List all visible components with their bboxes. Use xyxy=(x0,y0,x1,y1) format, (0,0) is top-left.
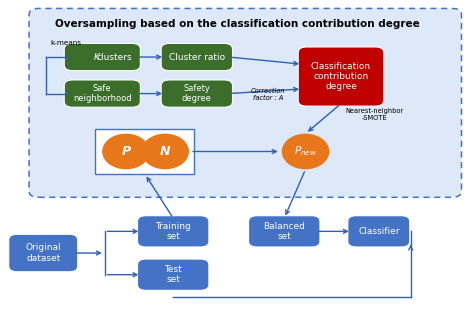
FancyBboxPatch shape xyxy=(64,80,140,107)
FancyBboxPatch shape xyxy=(137,259,209,290)
Text: N: N xyxy=(160,145,171,158)
FancyBboxPatch shape xyxy=(248,216,320,247)
Text: Balanced
set: Balanced set xyxy=(264,222,305,241)
Ellipse shape xyxy=(141,134,189,169)
Text: K: K xyxy=(94,53,100,62)
Text: $P_{new}$: $P_{new}$ xyxy=(294,145,317,158)
FancyBboxPatch shape xyxy=(161,44,233,71)
FancyBboxPatch shape xyxy=(298,47,384,106)
Text: Safe
neighborhood: Safe neighborhood xyxy=(73,84,132,103)
FancyBboxPatch shape xyxy=(348,216,410,247)
Text: Cluster ratio: Cluster ratio xyxy=(169,53,225,62)
FancyBboxPatch shape xyxy=(137,216,209,247)
Text: Nearest-neighbor
-SMOTE: Nearest-neighbor -SMOTE xyxy=(345,108,403,121)
Text: Safety
degree: Safety degree xyxy=(182,84,212,103)
Text: Test
set: Test set xyxy=(164,265,182,284)
Text: Training
set: Training set xyxy=(155,222,191,241)
FancyBboxPatch shape xyxy=(161,80,233,107)
Text: P: P xyxy=(121,145,130,158)
Bar xyxy=(95,129,194,174)
Text: Classifier: Classifier xyxy=(358,227,400,236)
Text: Classification
contribution
degree: Classification contribution degree xyxy=(311,62,371,91)
Text: Original
dataset: Original dataset xyxy=(26,243,61,263)
Text: clusters: clusters xyxy=(96,53,132,62)
Text: Correction
factor : A: Correction factor : A xyxy=(250,88,285,101)
Ellipse shape xyxy=(282,134,329,169)
Text: Oversampling based on the classification contribution degree: Oversampling based on the classification… xyxy=(55,19,419,29)
FancyBboxPatch shape xyxy=(64,44,140,71)
Text: k-means: k-means xyxy=(50,40,82,46)
Ellipse shape xyxy=(102,134,150,169)
FancyBboxPatch shape xyxy=(9,234,78,272)
FancyBboxPatch shape xyxy=(29,8,462,197)
